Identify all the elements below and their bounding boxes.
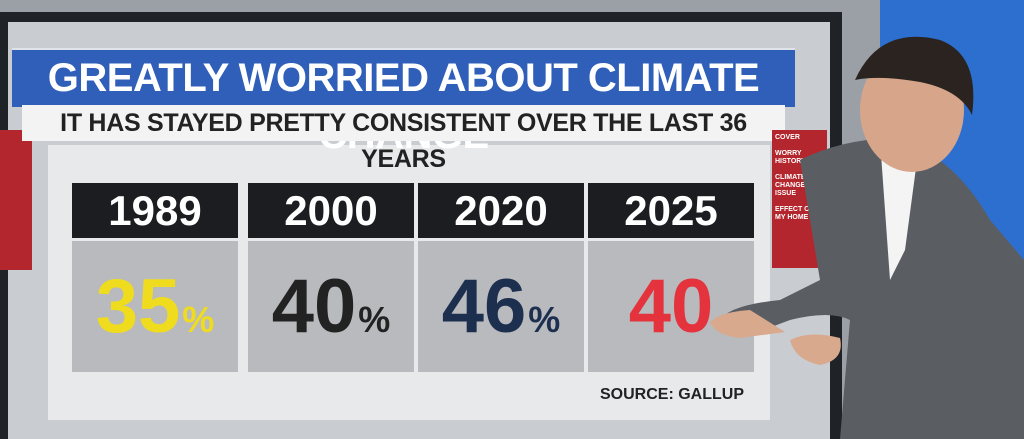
value-unit: % <box>528 299 561 340</box>
value-number: 46 <box>441 264 527 349</box>
value-box: 40% <box>248 241 414 372</box>
value-number: 40 <box>271 264 357 349</box>
value-unit: % <box>182 299 215 340</box>
menu-item: CLIMATE CHANGE TOP ISSUE <box>775 174 822 197</box>
value-box: 46% <box>418 241 584 372</box>
menu-item: EFFECT ON MY HOME <box>775 206 815 221</box>
year-header: 1989 <box>72 183 238 238</box>
subtitle: IT HAS STAYED PRETTY CONSISTENT OVER THE… <box>22 105 785 173</box>
menu-item: COVER <box>775 134 800 141</box>
left-menu <box>0 130 32 270</box>
source: SOURCE: GALLUP <box>600 386 744 403</box>
value-box: 40 <box>588 241 754 372</box>
year-header: 2025 <box>588 183 754 238</box>
menu-item: WORRY HISTORY <box>775 150 806 165</box>
value-number: 35 <box>95 264 181 349</box>
value-unit: % <box>358 299 391 340</box>
presenter <box>710 36 1024 439</box>
year-header: 2020 <box>418 183 584 238</box>
value-box: 35% <box>72 241 238 372</box>
year-header: 2000 <box>248 183 414 238</box>
value-number: 40 <box>628 264 714 349</box>
title: GREATLY WORRIED ABOUT CLIMATE CHANGE <box>12 48 795 157</box>
